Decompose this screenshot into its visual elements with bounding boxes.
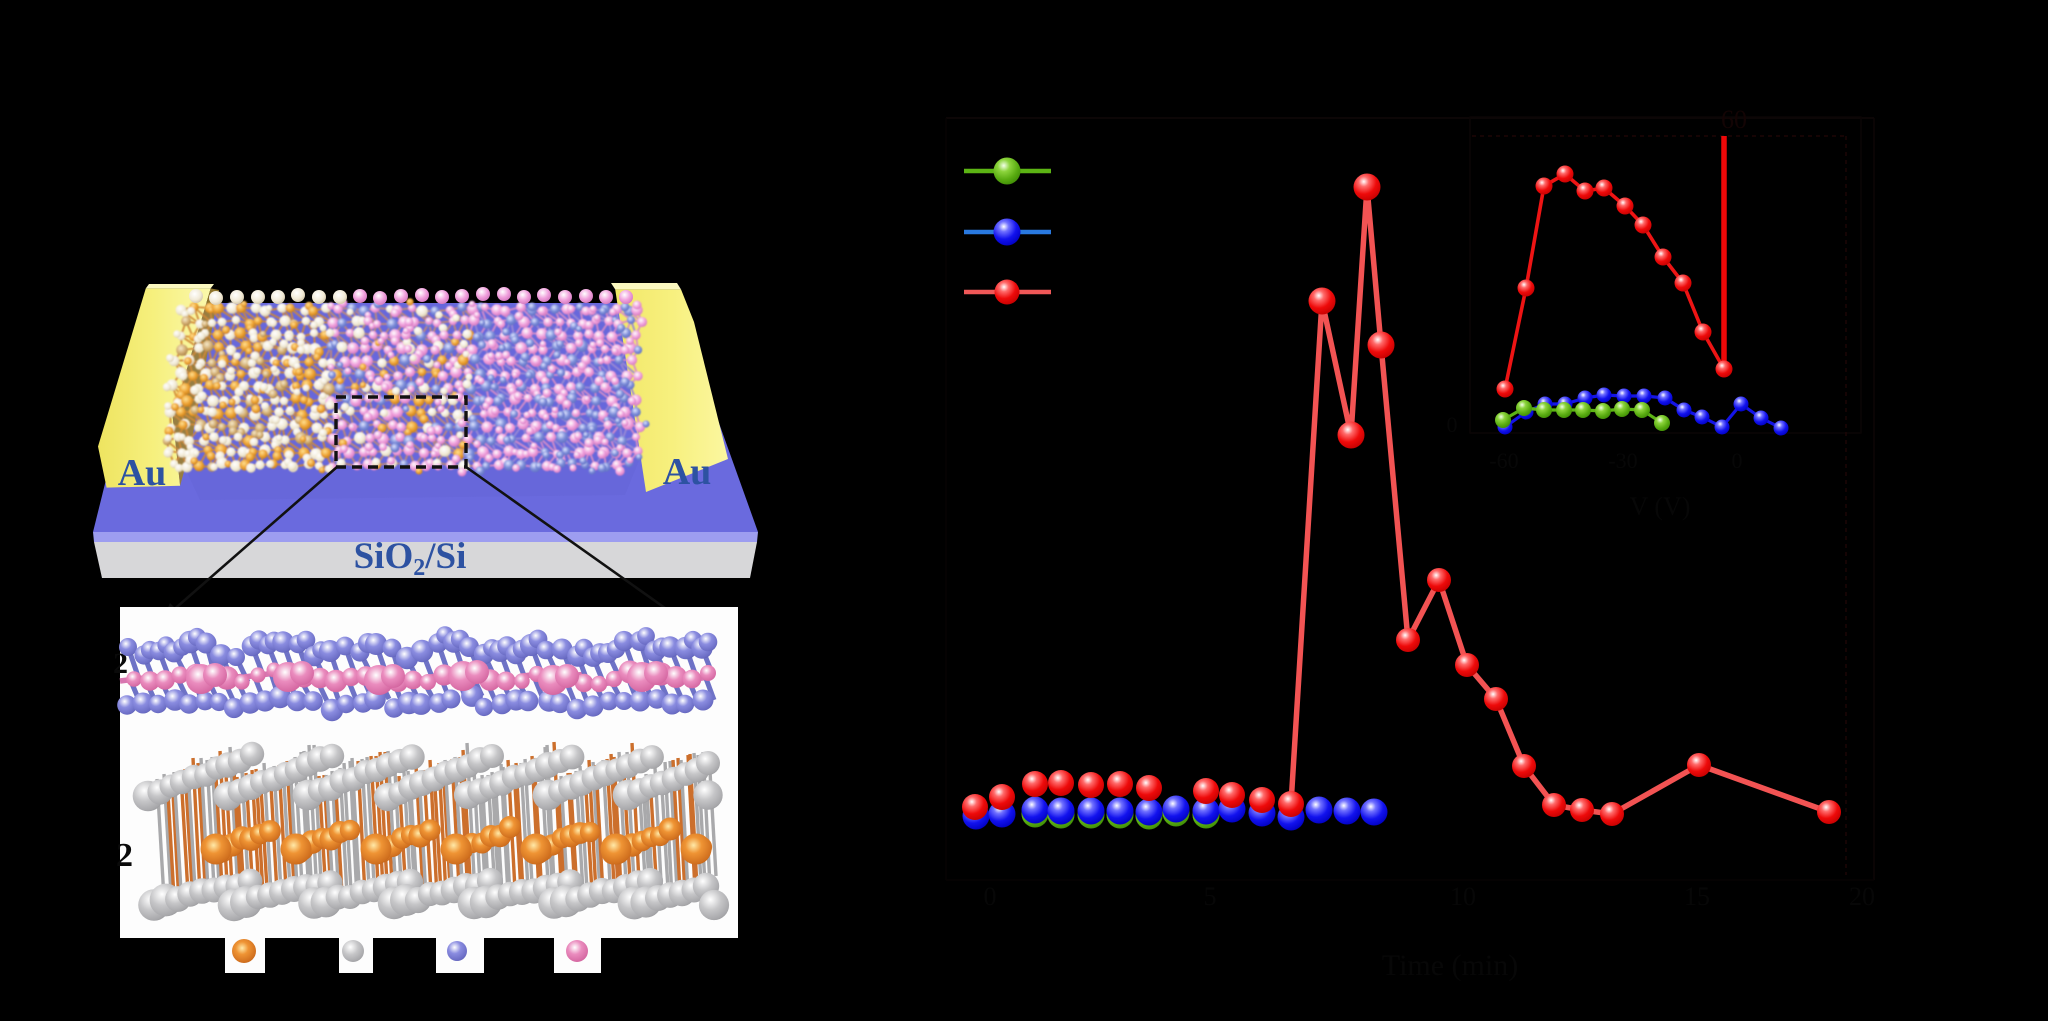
svg-text:SiO2/Si: SiO2/Si [354, 536, 467, 581]
svg-text:Au: Au [118, 452, 167, 494]
svg-text:0: 0 [1447, 412, 1458, 437]
svg-text:Time (min): Time (min) [1382, 949, 1518, 982]
svg-text:-30: -30 [1608, 448, 1637, 473]
svg-text:15: 15 [1684, 882, 1710, 911]
svg-text:2: 2 [113, 647, 128, 680]
svg-text:5: 5 [1204, 882, 1217, 911]
svg-text:-60: -60 [1489, 448, 1518, 473]
svg-text:2: 2 [116, 837, 133, 874]
svg-text:60: 60 [1721, 105, 1747, 134]
svg-text:10: 10 [1450, 882, 1476, 911]
svg-text:0: 0 [1732, 448, 1743, 473]
svg-text:20: 20 [1849, 882, 1875, 911]
svg-text:Au: Au [663, 451, 712, 493]
svg-text:V (V): V (V) [1630, 492, 1691, 521]
svg-text:0: 0 [984, 882, 997, 911]
